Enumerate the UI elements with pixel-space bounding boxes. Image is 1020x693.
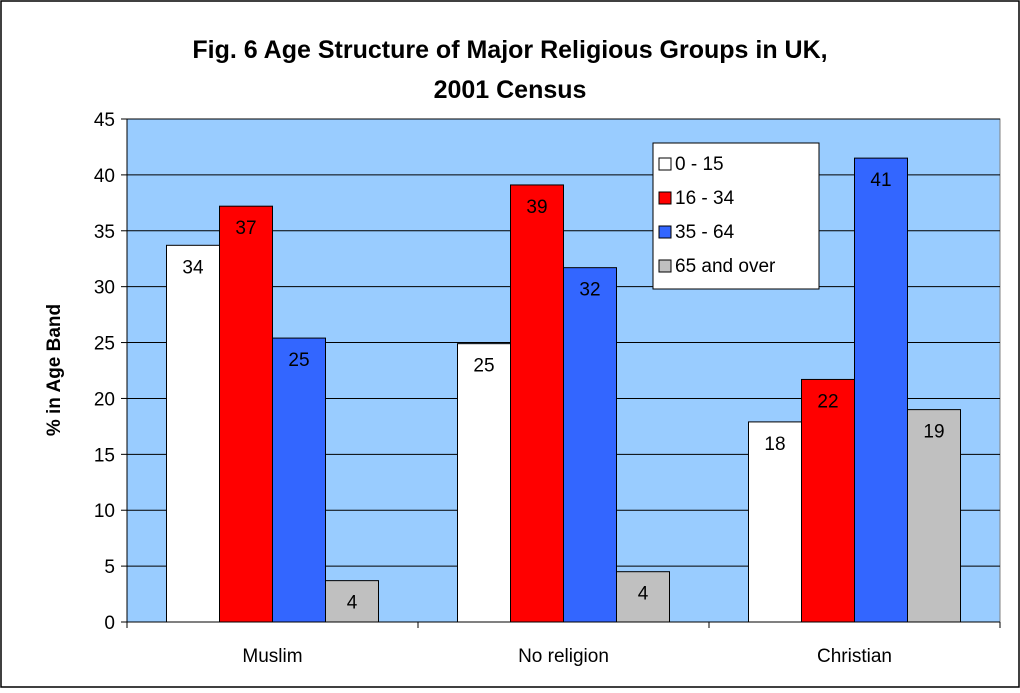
x-category-label: Muslim: [242, 646, 302, 667]
y-tick-label: 15: [94, 445, 115, 466]
bar: [907, 409, 961, 623]
y-tick-label: 40: [94, 166, 115, 187]
bar: [854, 157, 908, 623]
legend-swatch: [658, 157, 672, 171]
y-tick-label: 35: [94, 222, 115, 243]
legend-entry-label: 65 and over: [675, 256, 776, 277]
legend-entry-label: 0 - 15: [675, 154, 724, 175]
bar: [616, 571, 670, 623]
legend-entry-label: 35 - 64: [675, 222, 735, 243]
legend-entry-label: 16 - 34: [675, 188, 735, 209]
bar-data-label: 18: [764, 434, 785, 455]
bar-data-label: 22: [817, 391, 838, 412]
y-tick-label: 30: [94, 278, 115, 299]
bar-data-label: 25: [473, 356, 494, 377]
bar-data-label: 4: [638, 584, 649, 605]
bar-data-label: 37: [235, 218, 256, 239]
legend: 0 - 15 16 - 34 35 - 64 65 and over: [652, 142, 820, 290]
bar-data-label: 39: [526, 197, 547, 218]
chart-title-line-1: Fig. 6 Age Structure of Major Religious …: [192, 36, 827, 64]
bar: [801, 378, 855, 623]
legend-swatch: [658, 259, 672, 273]
y-tick-label: 0: [104, 613, 115, 634]
x-category-label: Christian: [817, 646, 892, 667]
bar-data-label: 41: [870, 170, 891, 191]
bar: [166, 244, 220, 623]
y-tick-label: 10: [94, 501, 115, 522]
bars: 34 37 25 4 25 39 32 4 18 22 41 19: [166, 157, 961, 623]
bar: [748, 421, 802, 623]
bar: [219, 205, 273, 623]
bar: [563, 267, 617, 623]
bar: [272, 337, 326, 623]
bar-data-label: 25: [288, 350, 309, 371]
legend-swatch: [658, 225, 672, 239]
bar-data-label: 4: [347, 593, 358, 614]
axes: 0 5 10 15 20 25 30 35 40 45 Muslim No religion Chris…: [94, 110, 1001, 667]
legend-box: [652, 142, 820, 290]
y-tick-label: 20: [94, 389, 115, 410]
bar: [510, 184, 564, 623]
legend-swatch: [658, 191, 672, 205]
y-tick-label: 45: [94, 110, 115, 131]
bar-data-label: 32: [579, 280, 600, 301]
x-category-label: No religion: [518, 646, 609, 667]
bar-data-label: 19: [923, 422, 944, 443]
bar: [457, 343, 511, 623]
y-axis-label: % in Age Band: [44, 304, 65, 436]
chart-title-line-2: 2001 Census: [434, 76, 587, 104]
y-tick-label: 25: [94, 334, 115, 355]
bar-data-label: 34: [182, 257, 204, 278]
bar: [325, 580, 379, 623]
y-tick-label: 5: [104, 557, 115, 578]
